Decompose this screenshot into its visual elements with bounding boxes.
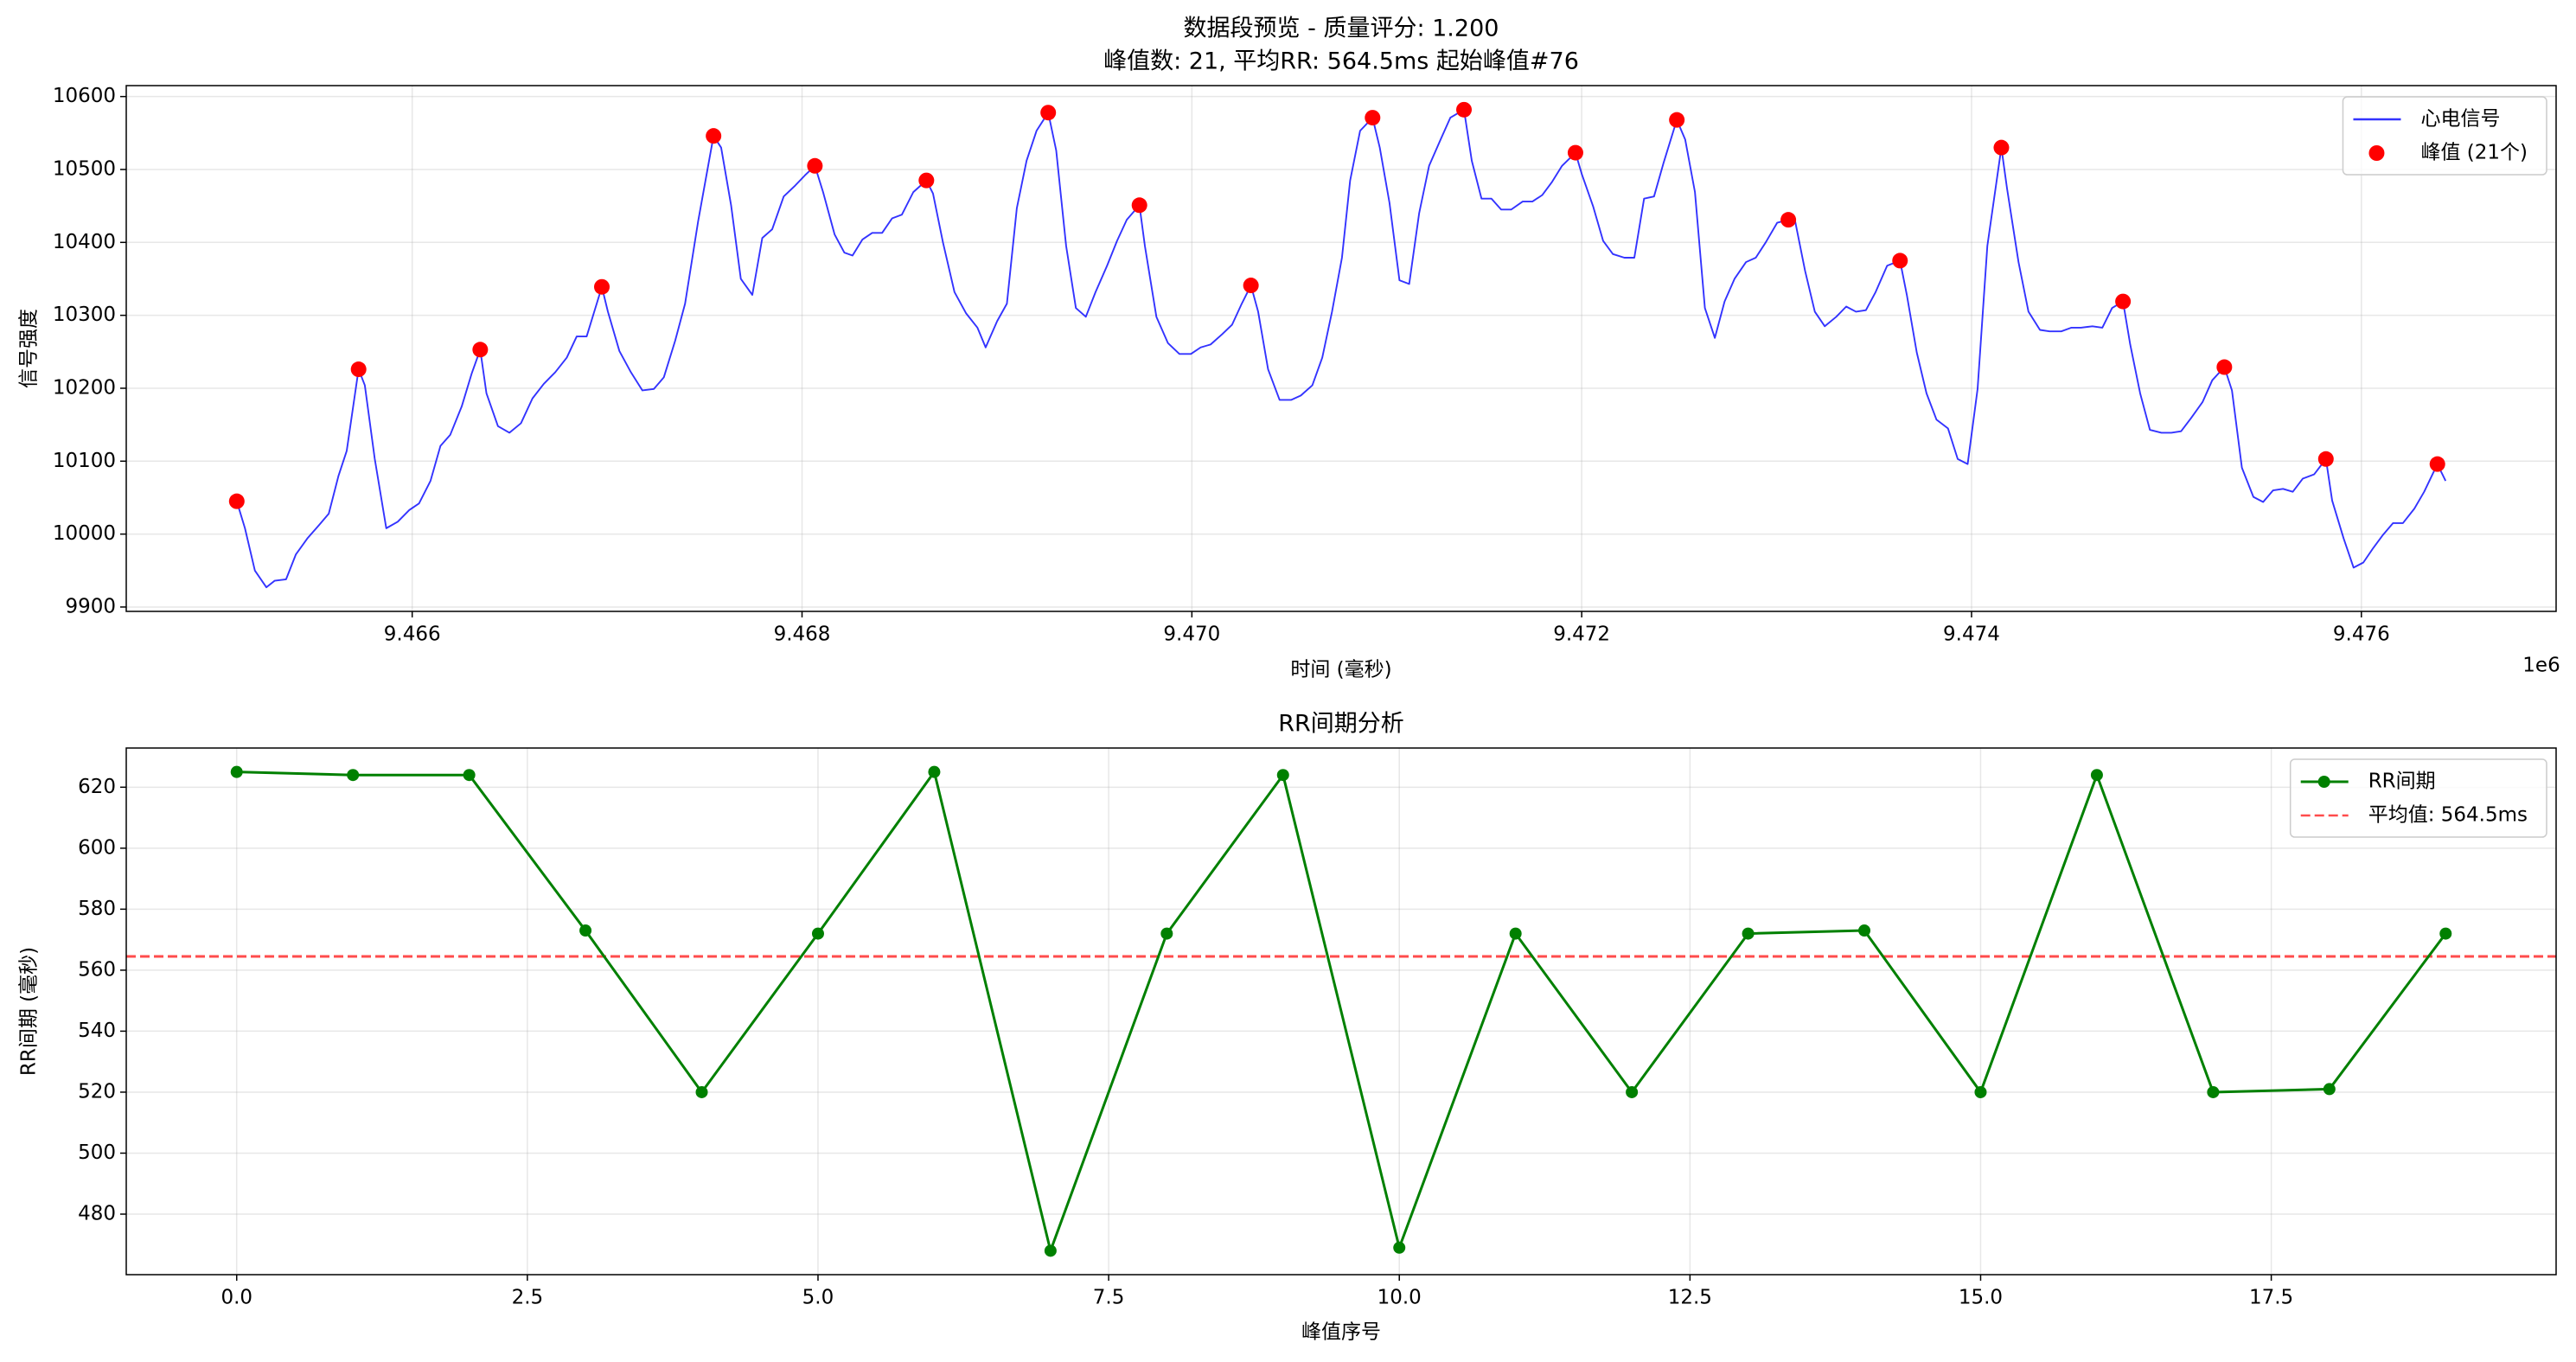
legend-label: 心电信号 <box>2420 108 2500 131</box>
point <box>1626 1085 1639 1098</box>
legend-label: RR间期 <box>2368 771 2436 793</box>
y-tick-label: 10400 <box>53 231 116 253</box>
point <box>1567 144 1583 161</box>
y-axis-label: 信号强度 <box>18 309 41 388</box>
y-tick-label: 500 <box>78 1141 116 1164</box>
point <box>811 927 824 940</box>
x-tick-label: 9.474 <box>1943 623 2000 646</box>
point <box>918 172 935 189</box>
point <box>2429 456 2445 472</box>
x-tick-label: 7.5 <box>1093 1287 1125 1309</box>
axes-frame <box>125 85 2557 612</box>
y-tick-label: 10300 <box>53 304 116 326</box>
point <box>695 1085 708 1098</box>
point <box>2216 359 2233 375</box>
y-tick-label: 540 <box>78 1020 116 1042</box>
point <box>2090 769 2103 782</box>
x-tick-label: 9.476 <box>2333 623 2390 646</box>
point <box>1160 927 1173 940</box>
x-axis-label: 时间 (毫秒) <box>1290 659 1391 681</box>
point <box>1393 1241 1406 1254</box>
point <box>230 765 243 778</box>
y-tick-label: 560 <box>78 958 116 981</box>
point <box>2115 293 2132 310</box>
y-tick-label: 10600 <box>53 85 116 107</box>
point <box>1669 112 1685 128</box>
point <box>350 361 367 378</box>
y-tick-label: 600 <box>78 836 116 859</box>
series-line <box>236 771 2447 1252</box>
x-tick-label: 5.0 <box>802 1287 834 1309</box>
point <box>463 769 476 782</box>
point <box>2207 1085 2220 1098</box>
point <box>579 924 592 937</box>
point <box>2439 927 2452 940</box>
x-tick-label: 17.5 <box>2249 1287 2293 1309</box>
legend-box <box>2289 758 2547 838</box>
x-tick-label: 15.0 <box>1959 1287 2003 1309</box>
point <box>1243 278 1259 294</box>
point <box>1040 105 1057 121</box>
x-axis-label: 峰值序号 <box>1301 1321 1381 1344</box>
x-tick-label: 9.468 <box>774 623 831 646</box>
point <box>1742 927 1755 940</box>
point <box>1780 212 1797 228</box>
chart-title: RR间期分析 <box>1278 711 1404 738</box>
y-tick-label: 10000 <box>53 522 116 545</box>
x-tick-label: 2.5 <box>512 1287 544 1309</box>
point <box>1892 253 1908 269</box>
point <box>347 769 360 782</box>
point <box>594 278 610 295</box>
y-tick-label: 10500 <box>53 157 116 180</box>
point <box>1044 1244 1057 1257</box>
y-tick-label: 520 <box>78 1080 116 1103</box>
point <box>1993 139 2010 156</box>
series-line <box>235 108 2447 589</box>
x-tick-label: 12.5 <box>1668 1287 1712 1309</box>
x-tick-label: 0.0 <box>221 1287 252 1309</box>
point <box>706 128 722 144</box>
x-tick-label: 9.472 <box>1553 623 1610 646</box>
point <box>1131 197 1147 214</box>
point <box>1276 769 1289 782</box>
legend-label: 峰值 (21个) <box>2420 142 2528 164</box>
point <box>1509 927 1522 940</box>
point <box>228 493 245 509</box>
chart-subtitle: 峰值数: 21, 平均RR: 564.5ms 起始峰值#76 <box>1103 48 1579 75</box>
x-tick-label: 9.470 <box>1163 623 1220 646</box>
legend-swatch <box>2368 145 2385 161</box>
point <box>1858 924 1871 937</box>
point <box>2317 451 2334 467</box>
y-tick-label: 9900 <box>65 595 116 617</box>
point <box>807 157 823 174</box>
axes-frame <box>125 747 2557 1276</box>
y-tick-label: 620 <box>78 776 116 798</box>
point <box>1365 110 1381 126</box>
y-axis-label: RR间期 (毫秒) <box>18 947 41 1076</box>
y-tick-label: 480 <box>78 1203 116 1225</box>
legend-box <box>2342 96 2547 176</box>
point <box>2323 1083 2336 1096</box>
chart-title: 数据段预览 - 质量评分: 1.200 <box>1184 16 1499 42</box>
point <box>472 342 489 358</box>
legend-label: 平均值: 564.5ms <box>2368 804 2528 827</box>
point <box>1974 1085 1987 1098</box>
x-tick-label: 10.0 <box>1377 1287 1422 1309</box>
y-tick-label: 10200 <box>53 376 116 399</box>
y-tick-label: 580 <box>78 898 116 920</box>
y-tick-label: 10100 <box>53 450 116 472</box>
point <box>1456 101 1473 118</box>
legend-swatch <box>2317 776 2330 788</box>
point <box>928 765 941 778</box>
x-offset-label: 1e6 <box>2522 655 2560 677</box>
x-tick-label: 9.466 <box>384 623 441 646</box>
